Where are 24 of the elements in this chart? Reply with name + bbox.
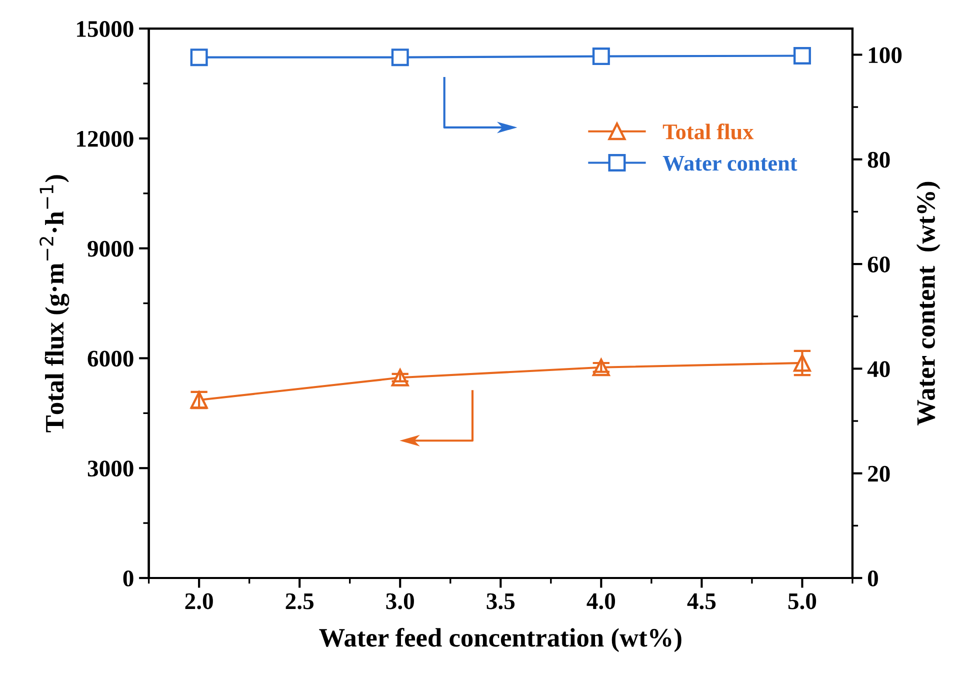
y-tick-label: 15000 [77, 21, 134, 37]
legend-label: Water content [662, 156, 798, 171]
y-tick-label: 0 [123, 570, 134, 586]
y-axis-title: Total flux (g·m$^{−2}$·h$^{−1}$) [40, 175, 70, 432]
y-tick-label: 9000 [88, 240, 134, 257]
x-tick-label: 2.0 [185, 593, 213, 610]
y2-tick-label: 80 [868, 152, 890, 168]
legend-label: Total flux [662, 124, 754, 140]
y2-tick-label: 100 [868, 47, 902, 64]
y-tick-label: 12000 [77, 130, 134, 147]
y2-tick-label: 60 [868, 256, 890, 272]
y-tick-label: 3000 [88, 460, 134, 477]
x-tick-label: 5.0 [788, 593, 816, 610]
y-tick-label: 6000 [88, 350, 134, 367]
y2-axis-title: Water content (wt%) [916, 182, 940, 426]
y2-tick-label: 0 [868, 570, 878, 586]
y2-tick-label: 20 [868, 466, 890, 482]
x-tick-label: 3.5 [486, 593, 515, 610]
x-tick-label: 4.5 [687, 593, 716, 610]
x-axis-title: Water feed concentration (wt%) [319, 628, 682, 652]
x-tick-label: 3.0 [386, 593, 414, 610]
x-tick-label: 4.0 [586, 593, 616, 610]
x-tick-label: 2.5 [286, 593, 314, 610]
y2-tick-label: 40 [867, 361, 890, 378]
